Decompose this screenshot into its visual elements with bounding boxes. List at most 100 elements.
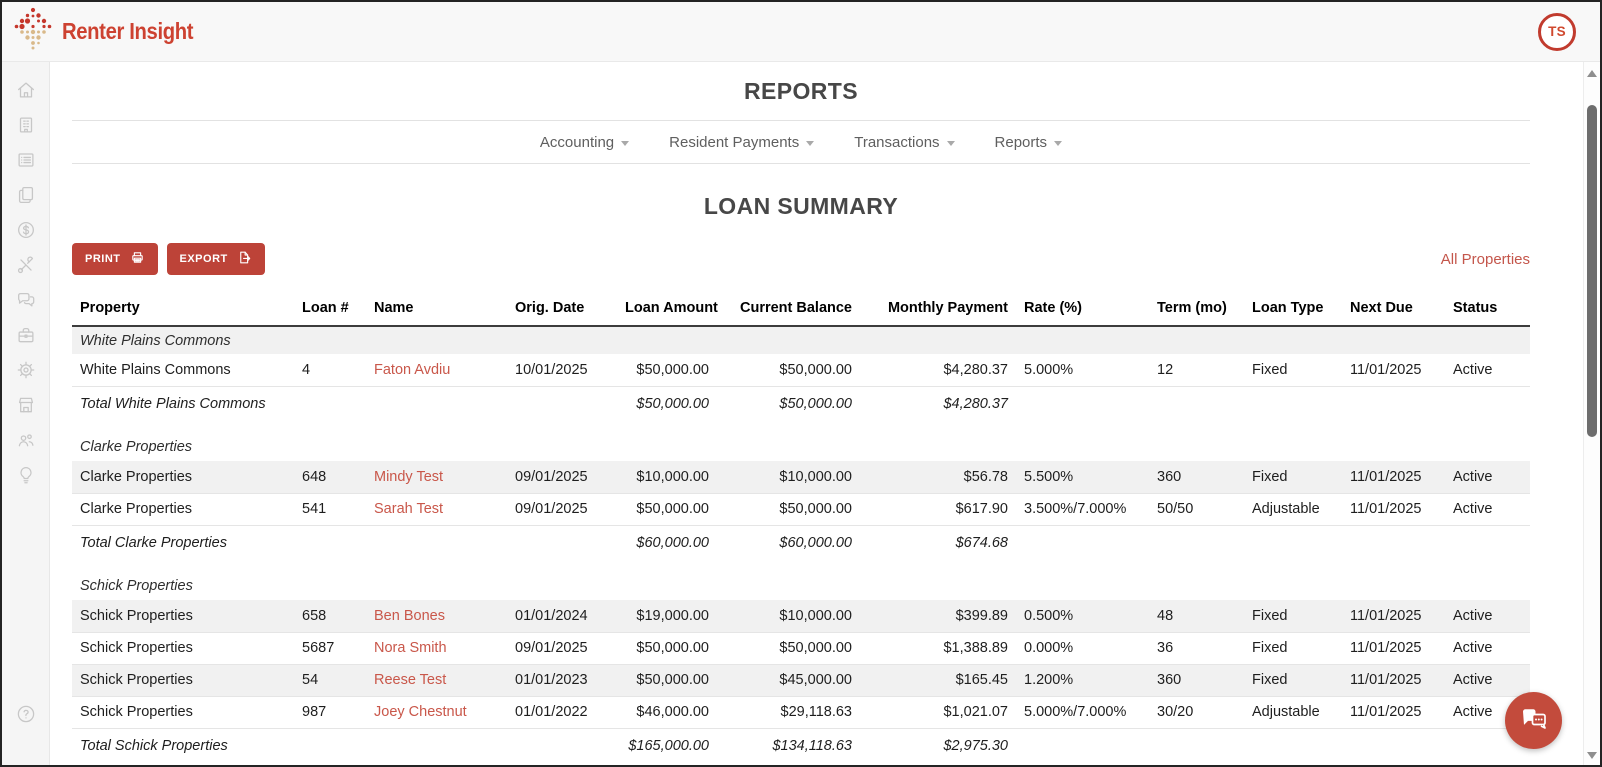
cell: 5.500% bbox=[1016, 461, 1149, 493]
cell: 11/01/2025 bbox=[1342, 493, 1445, 525]
column-header: Rate (%) bbox=[1016, 294, 1149, 326]
cell: 360 bbox=[1149, 461, 1244, 493]
export-button[interactable]: EXPORT bbox=[167, 243, 265, 275]
cell: Active bbox=[1445, 632, 1530, 664]
nav-item-transactions[interactable]: Transactions bbox=[854, 134, 954, 151]
cell: 30/20 bbox=[1149, 696, 1244, 728]
cell: 5.000%/7.000% bbox=[1016, 696, 1149, 728]
report-nav: Accounting Resident Payments Transactions R… bbox=[72, 120, 1530, 164]
messages-icon[interactable] bbox=[14, 288, 38, 312]
cell: Schick Properties bbox=[72, 664, 294, 696]
print-button[interactable]: PRINT bbox=[72, 243, 158, 275]
toolbox-icon[interactable] bbox=[14, 323, 38, 347]
column-header: Next Due bbox=[1342, 294, 1445, 326]
table-row: Clarke Properties648Mindy Test09/01/2025… bbox=[72, 461, 1530, 493]
resident-link[interactable]: Reese Test bbox=[374, 672, 446, 688]
tools-icon[interactable] bbox=[14, 253, 38, 277]
actions-bar: PRINT EXPORT All Properties bbox=[72, 243, 1530, 275]
cell: $4,280.37 bbox=[860, 354, 1016, 386]
settings-icon[interactable] bbox=[14, 358, 38, 382]
nav-item-resident-payments[interactable]: Resident Payments bbox=[669, 134, 814, 151]
cell: Fixed bbox=[1244, 632, 1342, 664]
scroll-up-arrow-icon[interactable] bbox=[1587, 70, 1597, 77]
cell: 09/01/2025 bbox=[507, 632, 617, 664]
resident-link[interactable]: Nora Smith bbox=[374, 640, 447, 656]
chat-bubbles-icon bbox=[1519, 704, 1549, 737]
lightbulb-icon[interactable] bbox=[14, 463, 38, 487]
resident-link[interactable]: Faton Avdiu bbox=[374, 362, 450, 378]
total-current-balance: $50,000.00 bbox=[717, 386, 860, 420]
page-title: REPORTS bbox=[72, 78, 1530, 105]
cell: Schick Properties bbox=[72, 600, 294, 632]
nav-item-label: Reports bbox=[995, 134, 1048, 151]
total-spacer bbox=[1016, 386, 1530, 420]
cell: 11/01/2025 bbox=[1342, 632, 1445, 664]
cell: 36 bbox=[1149, 632, 1244, 664]
nav-item-accounting[interactable]: Accounting bbox=[540, 134, 629, 151]
cell: 4 bbox=[294, 354, 366, 386]
total-label: Total White Plains Commons bbox=[72, 386, 617, 420]
scroll-down-arrow-icon[interactable] bbox=[1587, 752, 1597, 759]
chat-fab-button[interactable] bbox=[1505, 692, 1562, 749]
nav-item-label: Resident Payments bbox=[669, 134, 799, 151]
cell: $10,000.00 bbox=[717, 600, 860, 632]
cell: Fixed bbox=[1244, 354, 1342, 386]
cell: 11/01/2025 bbox=[1342, 354, 1445, 386]
column-header: Monthly Payment bbox=[860, 294, 1016, 326]
help-icon[interactable] bbox=[14, 702, 38, 726]
cell: $29,118.63 bbox=[717, 696, 860, 728]
total-monthly-payment: $674.68 bbox=[860, 525, 1016, 559]
list-icon[interactable] bbox=[14, 148, 38, 172]
section-header-row: Schick Properties bbox=[72, 572, 1530, 600]
report-title: LOAN SUMMARY bbox=[72, 193, 1530, 220]
cell: 54 bbox=[294, 664, 366, 696]
store-icon[interactable] bbox=[14, 393, 38, 417]
brand-logo[interactable]: Renter Insight bbox=[12, 6, 211, 57]
user-avatar[interactable]: TS bbox=[1538, 13, 1576, 51]
chevron-down-icon bbox=[621, 141, 629, 146]
main-content: REPORTS Accounting Resident Payments Trans… bbox=[50, 62, 1583, 765]
building-icon[interactable] bbox=[14, 113, 38, 137]
chevron-down-icon bbox=[947, 141, 955, 146]
resident-link[interactable]: Sarah Test bbox=[374, 501, 443, 517]
cell: $165.45 bbox=[860, 664, 1016, 696]
cell: 11/01/2025 bbox=[1342, 461, 1445, 493]
cell: Clarke Properties bbox=[72, 493, 294, 525]
cell: 01/01/2022 bbox=[507, 696, 617, 728]
total-label: Total Clarke Properties bbox=[72, 525, 617, 559]
documents-icon[interactable] bbox=[14, 183, 38, 207]
cell: Schick Properties bbox=[72, 632, 294, 664]
total-label: Total Schick Properties bbox=[72, 728, 617, 762]
dollar-icon[interactable] bbox=[14, 218, 38, 242]
loan-summary-table: PropertyLoan #NameOrig. DateLoan AmountC… bbox=[72, 294, 1530, 762]
cell: $50,000.00 bbox=[617, 632, 717, 664]
cell: 50/50 bbox=[1149, 493, 1244, 525]
cell: $50,000.00 bbox=[617, 493, 717, 525]
chevron-down-icon bbox=[806, 141, 814, 146]
cell: 11/01/2025 bbox=[1342, 600, 1445, 632]
column-header: Loan Type bbox=[1244, 294, 1342, 326]
cell: 3.500%/7.000% bbox=[1016, 493, 1149, 525]
total-loan-amount: $50,000.00 bbox=[617, 386, 717, 420]
cell: Reese Test bbox=[366, 664, 507, 696]
cell: $56.78 bbox=[860, 461, 1016, 493]
home-icon[interactable] bbox=[14, 78, 38, 102]
scrollbar-thumb[interactable] bbox=[1587, 105, 1597, 437]
cell: 11/01/2025 bbox=[1342, 696, 1445, 728]
all-properties-link[interactable]: All Properties bbox=[1441, 251, 1530, 268]
resident-link[interactable]: Joey Chestnut bbox=[374, 704, 467, 720]
cell: Nora Smith bbox=[366, 632, 507, 664]
cell: Fixed bbox=[1244, 461, 1342, 493]
column-header: Loan Amount bbox=[617, 294, 717, 326]
resident-link[interactable]: Ben Bones bbox=[374, 608, 445, 624]
cell: 5687 bbox=[294, 632, 366, 664]
cell: 658 bbox=[294, 600, 366, 632]
total-spacer bbox=[1016, 728, 1530, 762]
cell: 987 bbox=[294, 696, 366, 728]
nav-item-label: Accounting bbox=[540, 134, 614, 151]
total-row: Total White Plains Commons$50,000.00$50,… bbox=[72, 386, 1530, 420]
resident-link[interactable]: Mindy Test bbox=[374, 469, 443, 485]
people-icon[interactable] bbox=[14, 428, 38, 452]
column-header: Current Balance bbox=[717, 294, 860, 326]
nav-item-reports[interactable]: Reports bbox=[995, 134, 1063, 151]
